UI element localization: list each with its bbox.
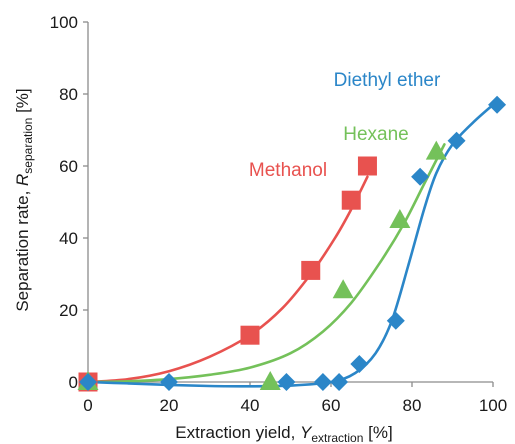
y-axis-title: Separation rate, Rseparation [%] <box>13 88 35 311</box>
diethyl-ether-marker <box>330 373 349 391</box>
x-tick-label: 100 <box>479 396 507 415</box>
x-tick-label: 0 <box>83 396 92 415</box>
diethyl-ether-marker <box>447 131 466 150</box>
hexane-marker <box>425 140 447 160</box>
x-tick-label: 40 <box>241 396 260 415</box>
data-markers <box>77 95 507 392</box>
hexane-marker <box>259 371 281 390</box>
y-tick-label: 80 <box>59 85 78 104</box>
diethyl-ether-marker <box>79 373 97 391</box>
y-tick-label: 0 <box>69 373 78 392</box>
hexane-label: Hexane <box>343 124 409 145</box>
methanol-label: Methanol <box>249 160 327 181</box>
x-ticks: 0 20 40 60 80 100 <box>83 382 507 415</box>
hexane-marker <box>389 209 411 228</box>
diethyl-ether-marker <box>313 373 332 391</box>
diethyl-ether-marker <box>386 311 405 330</box>
y-tick-label: 60 <box>59 157 78 176</box>
diethyl-ether-label: Diethyl ether <box>334 70 441 91</box>
methanol-marker <box>357 156 377 176</box>
y-tick-label: 100 <box>50 13 78 32</box>
methanol-fit-curve <box>86 175 369 384</box>
x-tick-label: 60 <box>322 396 341 415</box>
diethyl-ether-marker <box>277 373 296 391</box>
methanol-marker <box>240 325 260 345</box>
diethyl-ether-fit-curve <box>86 103 495 388</box>
y-tick-label: 40 <box>59 229 78 248</box>
y-tick-label: 20 <box>59 301 78 320</box>
fit-curves <box>86 103 495 388</box>
x-tick-label: 80 <box>403 396 422 415</box>
diethyl-ether-marker <box>350 355 369 373</box>
diethyl-ether-marker <box>411 167 430 186</box>
diethyl-ether-marker <box>160 373 178 391</box>
hexane-marker <box>332 279 354 299</box>
x-axis-title: Extraction yield, Yextraction [%] <box>175 423 392 444</box>
methanol-marker <box>301 260 321 280</box>
y-ticks: 0 20 40 60 80 100 <box>50 13 88 392</box>
diethyl-ether-marker <box>488 95 507 114</box>
series-labels: Methanol Hexane Diethyl ether <box>249 70 441 181</box>
methanol-marker <box>341 190 361 210</box>
x-tick-label: 20 <box>160 396 179 415</box>
